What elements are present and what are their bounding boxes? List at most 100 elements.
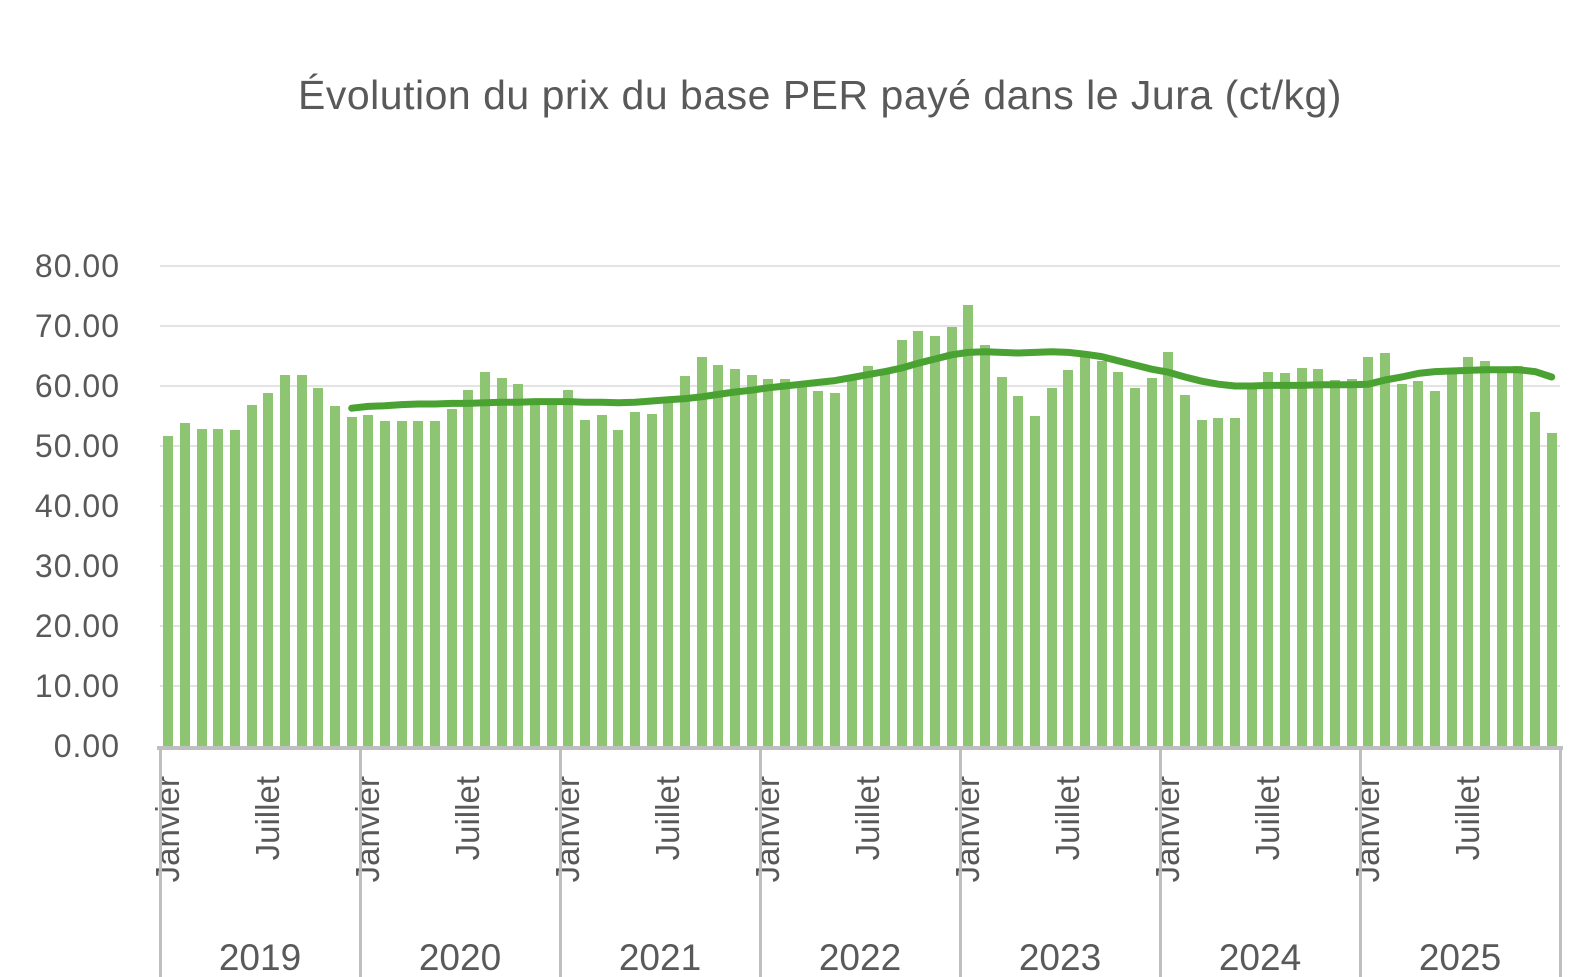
bar-month-83 [1546,432,1557,746]
bar-month-32 [696,357,707,746]
bar-month-40 [830,393,840,746]
ytick-label-30: 30.00 [34,548,120,584]
bar-month-10 [330,405,340,746]
bar-month-69 [1313,369,1324,746]
bar-month-74 [1396,383,1407,746]
gridline-50 [160,445,1560,447]
bar-month-73 [1380,353,1390,746]
bar-month-3 [213,429,224,746]
bar-month-46 [930,336,940,746]
bar-month-37 [780,379,790,746]
month-label-2021-juillet: Juillet [649,776,687,861]
month-label-2023-juillet: Juillet [1049,776,1087,861]
bar-month-4 [230,429,240,746]
bar-month-77 [1446,372,1457,746]
year-separator-2 [558,746,562,977]
bar-month-14 [396,420,407,746]
bar-month-56 [1096,361,1107,746]
bar-month-67 [1280,373,1290,746]
bar-month-8 [296,375,307,746]
bar-month-81 [1513,365,1524,746]
gridline-70 [160,325,1560,327]
bar-month-57 [1113,372,1124,746]
bar-month-9 [313,387,324,746]
bar-month-29 [646,413,657,746]
bar-month-80 [1496,370,1507,746]
bar-month-60 [1163,352,1174,746]
ytick-label-20: 20.00 [34,608,120,644]
month-label-2024-juillet: Juillet [1249,776,1287,861]
bar-month-44 [896,339,907,746]
ytick-label-80: 80.00 [34,248,120,284]
bar-month-6 [263,393,274,746]
bar-month-55 [1080,351,1090,746]
gridline-30 [160,565,1560,567]
bar-month-42 [863,365,874,746]
bar-month-2 [196,429,207,746]
bar-month-33 [713,365,724,746]
bar-month-41 [846,375,857,746]
year-separator-3 [758,746,762,977]
bar-month-48 [963,305,974,746]
bar-month-52 [1030,416,1040,746]
bar-month-36 [763,378,774,746]
bar-month-23 [546,401,557,746]
bar-month-79 [1480,360,1490,746]
bar-month-22 [530,402,540,746]
year-label-2024: 2024 [1218,937,1302,977]
bar-month-66 [1263,371,1274,746]
bar-month-38 [796,383,807,746]
bar-month-71 [1346,379,1357,746]
ytick-label-0: 0.00 [53,728,120,764]
year-separator-0 [158,746,162,977]
ytick-label-40: 40.00 [34,488,120,524]
bar-month-64 [1230,418,1240,746]
bar-month-19 [480,372,490,746]
bar-month-43 [880,369,890,746]
bar-month-26 [596,414,607,746]
gridline-20 [160,625,1560,627]
bar-month-47 [946,326,957,746]
year-label-2025: 2025 [1418,937,1502,977]
bar-month-53 [1046,387,1057,746]
bar-month-63 [1213,417,1224,746]
bar-month-50 [996,377,1007,746]
bar-month-82 [1530,411,1540,746]
year-separator-7 [1558,746,1562,977]
bar-month-24 [563,389,574,746]
bar-month-34 [730,369,740,746]
month-label-2020-juillet: Juillet [449,776,487,861]
year-separator-6 [1358,746,1362,977]
bar-month-65 [1246,386,1257,746]
bar-month-27 [613,429,624,746]
year-separator-5 [1158,746,1162,977]
bar-month-15 [413,420,424,746]
ytick-label-50: 50.00 [34,428,120,464]
year-label-2023: 2023 [1018,937,1102,977]
ytick-label-10: 10.00 [34,668,120,704]
bar-month-68 [1296,368,1307,746]
bar-month-25 [580,419,590,746]
bar-month-11 [346,416,357,746]
bar-month-58 [1130,388,1140,746]
bar-month-51 [1013,396,1024,746]
year-label-2020: 2020 [418,937,502,977]
bar-month-59 [1146,378,1157,746]
bar-month-17 [446,408,457,746]
gridline-40 [160,505,1560,507]
bar-month-5 [246,405,257,746]
ytick-label-70: 70.00 [34,308,120,344]
chart-title: Évolution du prix du base PER payé dans … [298,72,1342,118]
year-label-2022: 2022 [818,937,902,977]
bar-month-45 [913,330,924,746]
bar-month-70 [1330,380,1340,746]
bar-month-28 [630,411,640,746]
bar-month-31 [680,376,690,746]
bar-month-7 [280,375,290,746]
ytick-label-60: 60.00 [34,368,120,404]
bar-month-0 [163,435,174,746]
bar-month-20 [496,378,507,746]
gridline-80 [160,265,1560,267]
bar-month-76 [1430,391,1440,746]
